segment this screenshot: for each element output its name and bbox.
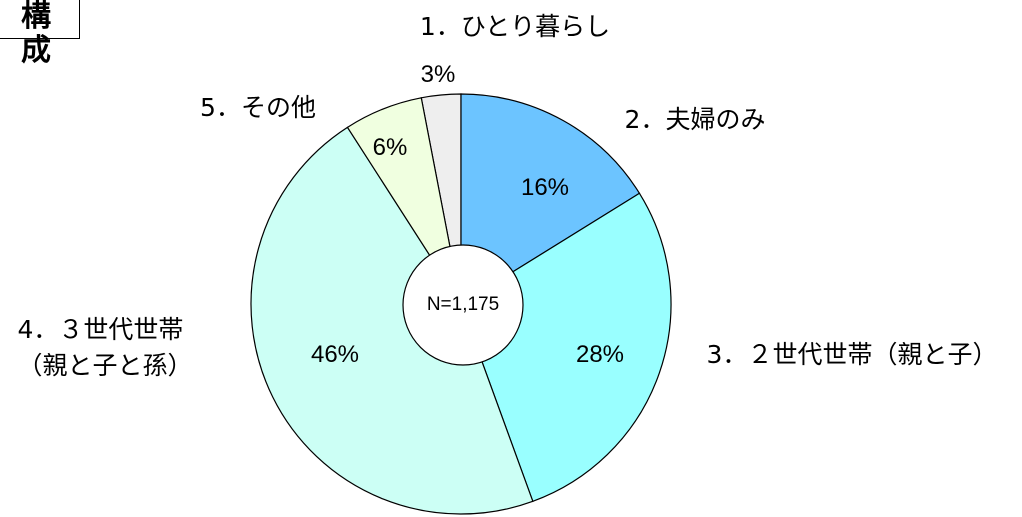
value-label: 28% <box>575 341 625 368</box>
pie-slice <box>346 97 462 305</box>
value-label: 6% <box>372 134 408 161</box>
category-label: 3．２世代世帯（親と子） <box>706 340 998 369</box>
category-label: 2．夫婦のみ <box>624 105 766 134</box>
chart-title: 構成 <box>0 0 80 68</box>
value-label: 16% <box>520 174 570 201</box>
center-hole <box>402 244 524 366</box>
category-label: 5．その他 <box>200 93 316 122</box>
pie-slice <box>460 192 672 503</box>
pie-slice <box>460 93 641 306</box>
value-label: 3% <box>420 61 456 88</box>
category-label: 1．ひとり暮らし <box>419 12 611 41</box>
value-label: 46% <box>310 341 360 368</box>
center-label: N=1,175 <box>426 294 500 315</box>
category-label: 4．３世代世帯 （親と子と孫） <box>17 315 193 380</box>
pie-slice <box>250 126 534 515</box>
